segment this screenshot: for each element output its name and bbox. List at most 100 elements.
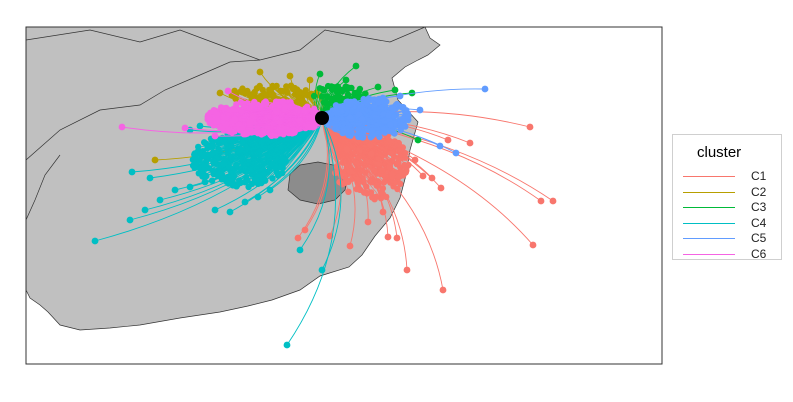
trajectory-endpoint xyxy=(294,234,302,242)
cluster-c5 xyxy=(321,85,489,157)
trajectory-endpoint xyxy=(326,232,334,240)
trajectory-endpoint xyxy=(281,105,288,113)
legend-label: C5 xyxy=(751,231,767,245)
trajectory-endpoint xyxy=(156,196,164,204)
trajectory-endpoint xyxy=(391,86,399,94)
trajectory-endpoint xyxy=(126,216,134,224)
trajectory-line xyxy=(321,117,342,271)
trajectory-endpoint xyxy=(296,89,304,96)
trajectory-endpoint xyxy=(367,134,374,141)
trajectory-endpoint xyxy=(209,143,216,150)
trajectory-endpoint xyxy=(368,150,375,158)
trajectory-endpoint xyxy=(353,185,360,193)
legend-entry-c3: C3 xyxy=(673,200,781,216)
trajectory-endpoint xyxy=(253,177,260,184)
trajectory-line xyxy=(299,117,330,251)
trajectory-endpoint xyxy=(261,91,268,99)
trajectory-endpoint xyxy=(390,105,397,113)
trajectory-endpoint xyxy=(260,171,268,178)
legend-label: C3 xyxy=(751,200,767,214)
trajectory-endpoint xyxy=(215,171,223,178)
trajectory-endpoint xyxy=(302,87,309,94)
trajectory-endpoint xyxy=(283,341,291,349)
trajectory-endpoint xyxy=(239,89,246,96)
trajectory-endpoint xyxy=(216,89,224,97)
trajectory-endpoint xyxy=(372,193,380,200)
trajectory-endpoint xyxy=(254,193,262,201)
trajectory-endpoint xyxy=(346,84,353,92)
trajectory-clusters xyxy=(91,62,557,349)
trajectory-endpoint xyxy=(385,112,392,119)
legend-key-line xyxy=(683,253,735,255)
legend-label: C6 xyxy=(751,246,767,261)
trajectory-line xyxy=(184,117,323,132)
trajectory-endpoint xyxy=(248,103,255,110)
trajectory-endpoint xyxy=(374,83,382,91)
trajectory-endpoint xyxy=(403,266,411,274)
trajectory-endpoint xyxy=(367,189,375,196)
trajectory-endpoint xyxy=(549,197,557,205)
legend-title: cluster xyxy=(697,144,742,161)
trajectory-endpoint xyxy=(195,170,202,177)
trajectory-endpoint xyxy=(269,175,276,182)
border-line-west xyxy=(26,59,261,161)
trajectory-endpoint xyxy=(356,85,364,93)
trajectory-line xyxy=(286,117,336,346)
trajectory-endpoint xyxy=(393,234,401,242)
trajectory-endpoint xyxy=(437,184,445,192)
legend-key-line xyxy=(683,238,735,239)
trajectory-line xyxy=(321,117,441,147)
trajectory-line xyxy=(234,117,323,120)
trajectory-endpoint xyxy=(419,172,427,180)
trajectory-endpoint xyxy=(266,186,274,194)
trajectory-endpoint xyxy=(233,101,240,108)
origin-point xyxy=(315,111,329,125)
trajectory-endpoint xyxy=(251,88,258,96)
trajectory-endpoint xyxy=(283,83,290,90)
trajectory-endpoint xyxy=(206,119,214,127)
trajectory-endpoint xyxy=(401,161,408,169)
trajectory-line xyxy=(321,117,356,247)
trajectory-endpoint xyxy=(214,111,221,119)
trajectory-endpoint xyxy=(358,115,366,123)
border-line-inner xyxy=(26,154,61,221)
trajectory-endpoint xyxy=(91,237,99,245)
trajectory-endpoint xyxy=(318,266,326,274)
trajectory-endpoint xyxy=(389,170,396,177)
trajectory-endpoint xyxy=(214,117,222,125)
trajectory-endpoint xyxy=(347,98,354,106)
trajectory-endpoint xyxy=(416,106,424,114)
trajectory-endpoint xyxy=(268,132,275,139)
trajectory-endpoint xyxy=(346,242,354,250)
trajectory-endpoint xyxy=(220,138,227,145)
trajectory-endpoint xyxy=(249,114,256,122)
trajectory-endpoint xyxy=(352,62,360,70)
trajectory-endpoint xyxy=(306,76,314,84)
trajectory-endpoint xyxy=(273,82,280,90)
trajectory-endpoint xyxy=(380,179,388,186)
trajectory-endpoint xyxy=(444,136,452,144)
legend-entry-c4: C4 xyxy=(673,216,781,232)
trajectory-line xyxy=(214,117,323,137)
trajectory-endpoint xyxy=(481,85,489,93)
trajectory-endpoint xyxy=(402,169,409,176)
trajectory-endpoint xyxy=(181,124,189,132)
trajectory-endpoint xyxy=(226,208,234,216)
trajectory-endpoint xyxy=(396,92,404,100)
trajectory-endpoint xyxy=(324,82,332,90)
trajectory-line xyxy=(297,117,328,239)
legend-key-line xyxy=(683,207,735,208)
trajectory-endpoint xyxy=(191,150,198,157)
trajectory-endpoint xyxy=(321,87,328,94)
trajectory-endpoint xyxy=(310,92,318,100)
trajectory-endpoint xyxy=(196,122,204,130)
trajectory-endpoint xyxy=(393,100,401,108)
trajectory-endpoint xyxy=(201,173,209,180)
trajectory-endpoint xyxy=(211,132,219,140)
trajectory-endpoint xyxy=(394,159,402,166)
trajectory-endpoint xyxy=(347,168,354,175)
legend-entry-c5: C5 xyxy=(673,231,781,247)
trajectory-endpoint xyxy=(220,105,228,112)
trajectory-line xyxy=(321,107,421,119)
trajectory-endpoint xyxy=(384,233,392,241)
